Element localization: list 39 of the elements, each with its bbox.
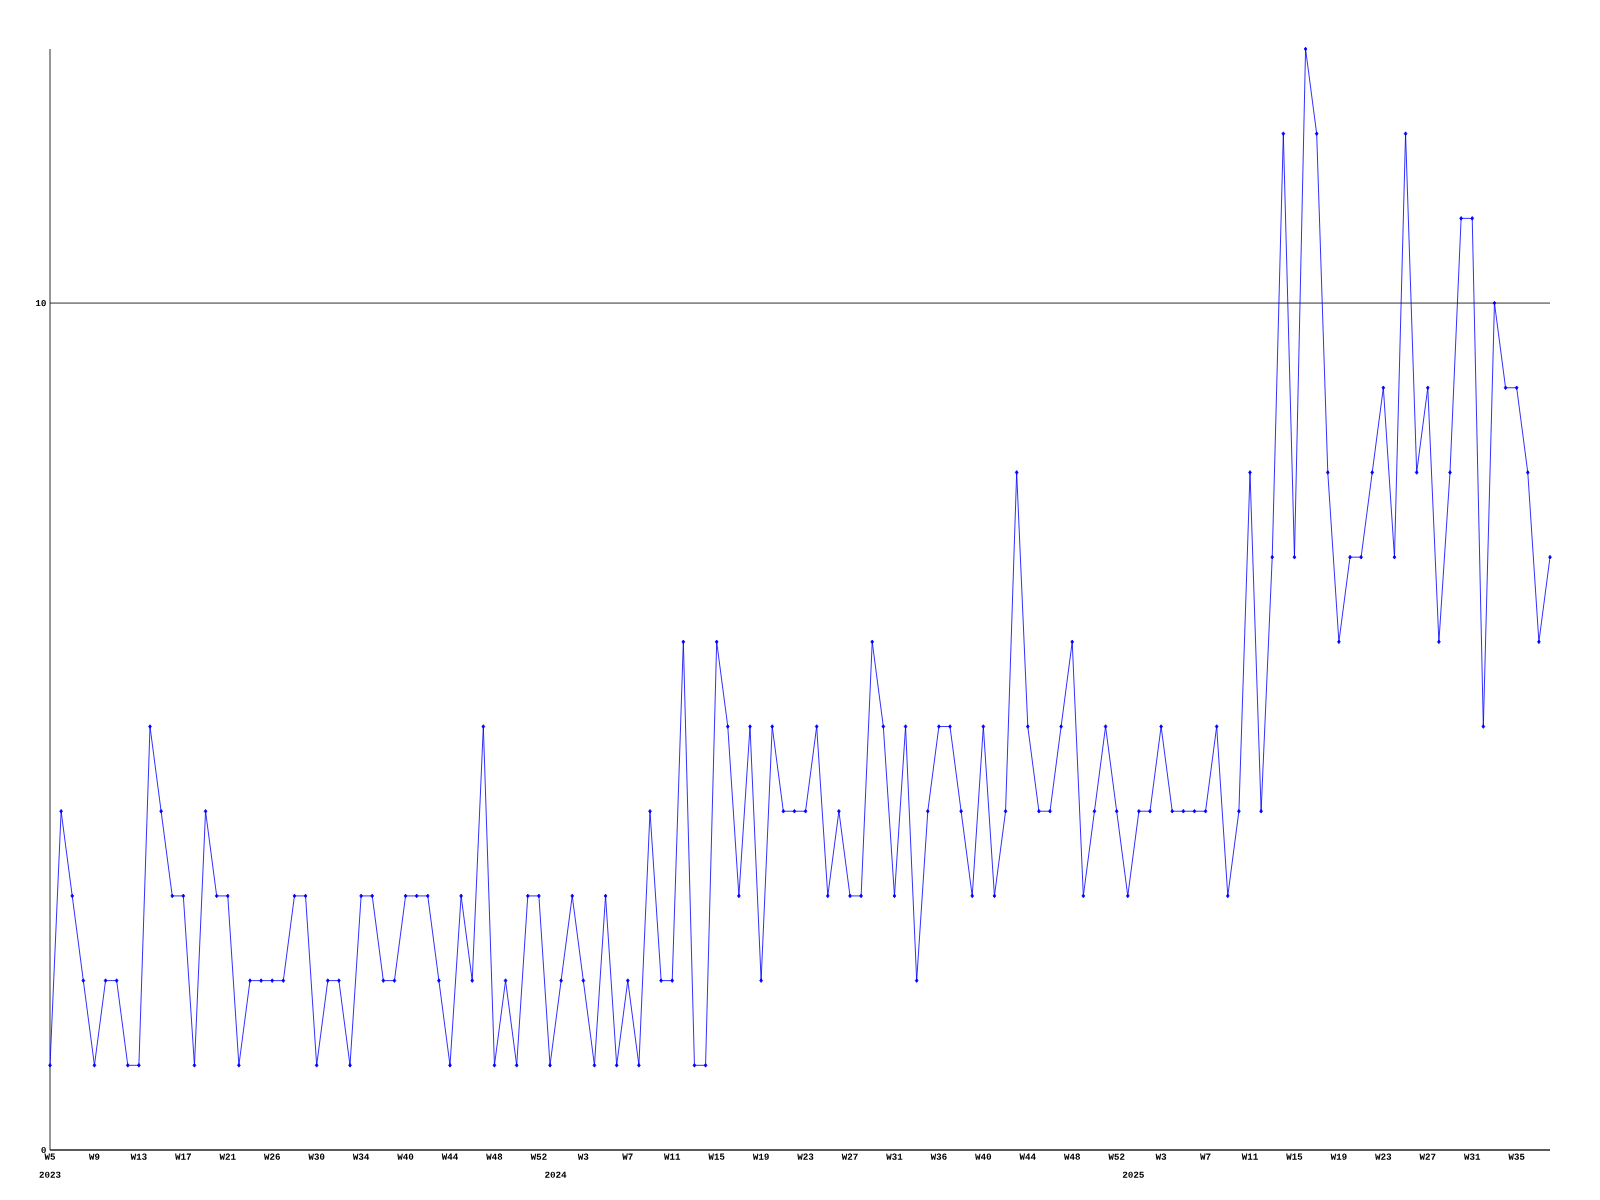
x-tick-label: W23 [797, 1153, 814, 1160]
x-tick-label: W31 [1463, 1153, 1481, 1160]
text: 2025 [1122, 1171, 1144, 1178]
x-tick-label: W15 [708, 1153, 725, 1160]
x-tick-label: W11 [1241, 1153, 1258, 1160]
x-tick-label: W11 [663, 1153, 681, 1160]
x-tick-label: W44 [441, 1153, 458, 1160]
x-tick-label: W31 [886, 1153, 903, 1160]
x-tick-label: W21 [219, 1153, 236, 1160]
x-tick-label: W7 [622, 1153, 633, 1160]
x-tick-label: W17 [175, 1153, 191, 1160]
x-tick-label: W34 [352, 1153, 370, 1160]
x-tick-label: W9 [88, 1153, 100, 1160]
x-tick-label: W27 [841, 1153, 858, 1160]
x-tick-label: W36 [930, 1153, 947, 1160]
x-tick-label: W3 [1155, 1153, 1167, 1160]
x-tick-label: W35 [1508, 1153, 1525, 1160]
x-tick-label: W44 [1019, 1153, 1036, 1160]
x-tick-label: W19 [1330, 1153, 1347, 1160]
y-tick-label: 0 [41, 1146, 46, 1154]
x-tick-label: W23 [1375, 1153, 1392, 1160]
text: 2024 [545, 1171, 567, 1178]
x-tick-label: W30 [308, 1153, 325, 1160]
x-tick-label: W3 [577, 1153, 589, 1160]
x-tick-label: W52 [1108, 1153, 1125, 1160]
x-tick-label: W48 [1063, 1153, 1081, 1160]
x-tick-label: W7 [1200, 1153, 1211, 1160]
x-tick-label: W40 [975, 1153, 992, 1160]
x-tick-label: W40 [397, 1153, 414, 1160]
x-tick-label: W26 [263, 1153, 280, 1160]
x-tick-label: W19 [752, 1153, 769, 1160]
text: 2023 [39, 1171, 61, 1178]
x-tick-label: W13 [130, 1153, 147, 1160]
x-tick-label: W52 [530, 1153, 547, 1160]
x-tick-label: W48 [486, 1153, 503, 1160]
x-tick-label: W5 [44, 1153, 56, 1160]
x-tick-label: W15 [1286, 1153, 1303, 1160]
x-tick-label: W27 [1419, 1153, 1436, 1160]
y-tick-label: 10 [36, 299, 46, 307]
